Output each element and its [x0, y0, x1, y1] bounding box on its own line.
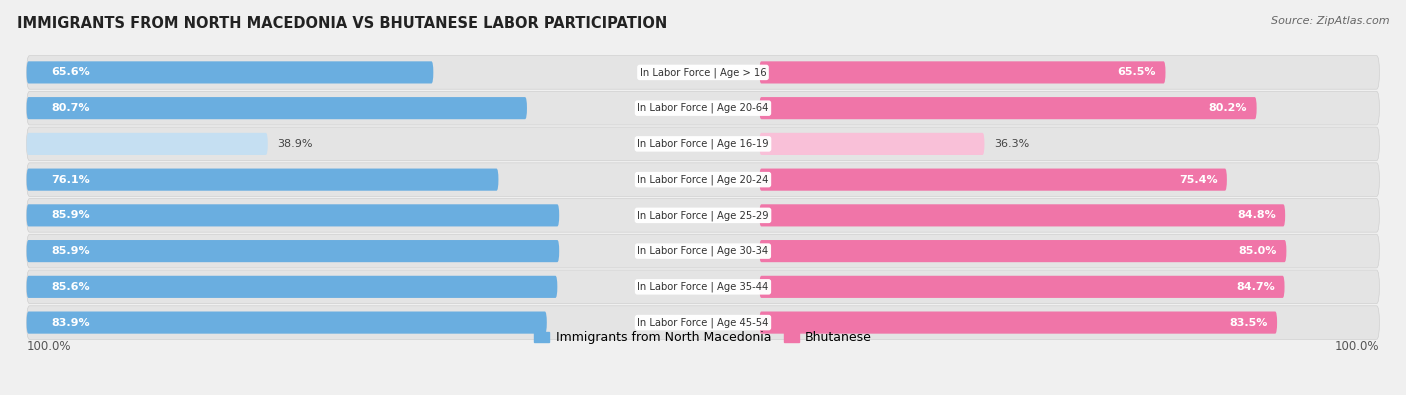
FancyBboxPatch shape [759, 312, 1277, 334]
FancyBboxPatch shape [759, 276, 1285, 298]
FancyBboxPatch shape [27, 169, 499, 191]
Text: 100.0%: 100.0% [1334, 340, 1379, 354]
Text: 84.8%: 84.8% [1237, 211, 1275, 220]
Text: 36.3%: 36.3% [994, 139, 1029, 149]
FancyBboxPatch shape [27, 91, 1379, 125]
Text: Source: ZipAtlas.com: Source: ZipAtlas.com [1271, 16, 1389, 26]
Text: In Labor Force | Age 20-24: In Labor Force | Age 20-24 [637, 174, 769, 185]
FancyBboxPatch shape [759, 133, 984, 155]
FancyBboxPatch shape [27, 97, 527, 119]
Text: In Labor Force | Age 25-29: In Labor Force | Age 25-29 [637, 210, 769, 221]
Text: In Labor Force | Age 20-64: In Labor Force | Age 20-64 [637, 103, 769, 113]
Text: 85.9%: 85.9% [52, 246, 90, 256]
FancyBboxPatch shape [27, 127, 1379, 161]
Text: 85.0%: 85.0% [1239, 246, 1277, 256]
Text: In Labor Force | Age 35-44: In Labor Force | Age 35-44 [637, 282, 769, 292]
FancyBboxPatch shape [27, 312, 547, 334]
FancyBboxPatch shape [27, 240, 560, 262]
Text: In Labor Force | Age > 16: In Labor Force | Age > 16 [640, 67, 766, 78]
Text: IMMIGRANTS FROM NORTH MACEDONIA VS BHUTANESE LABOR PARTICIPATION: IMMIGRANTS FROM NORTH MACEDONIA VS BHUTA… [17, 16, 666, 31]
FancyBboxPatch shape [27, 163, 1379, 196]
FancyBboxPatch shape [27, 204, 560, 226]
Text: In Labor Force | Age 45-54: In Labor Force | Age 45-54 [637, 317, 769, 328]
Text: 85.6%: 85.6% [52, 282, 90, 292]
FancyBboxPatch shape [27, 276, 557, 298]
FancyBboxPatch shape [27, 270, 1379, 304]
Text: 80.2%: 80.2% [1209, 103, 1247, 113]
FancyBboxPatch shape [759, 204, 1285, 226]
Legend: Immigrants from North Macedonia, Bhutanese: Immigrants from North Macedonia, Bhutane… [534, 331, 872, 344]
Text: 80.7%: 80.7% [52, 103, 90, 113]
FancyBboxPatch shape [27, 234, 1379, 268]
FancyBboxPatch shape [759, 61, 1166, 83]
FancyBboxPatch shape [27, 56, 1379, 89]
Text: 84.7%: 84.7% [1236, 282, 1275, 292]
Text: 100.0%: 100.0% [27, 340, 72, 354]
Text: 65.6%: 65.6% [52, 68, 90, 77]
FancyBboxPatch shape [27, 61, 433, 83]
Text: 75.4%: 75.4% [1178, 175, 1218, 184]
Text: 85.9%: 85.9% [52, 211, 90, 220]
Text: 83.5%: 83.5% [1229, 318, 1268, 327]
FancyBboxPatch shape [759, 169, 1227, 191]
Text: 65.5%: 65.5% [1118, 68, 1156, 77]
Text: 83.9%: 83.9% [52, 318, 90, 327]
Text: 76.1%: 76.1% [52, 175, 90, 184]
FancyBboxPatch shape [27, 306, 1379, 339]
FancyBboxPatch shape [759, 97, 1257, 119]
FancyBboxPatch shape [27, 133, 267, 155]
Text: In Labor Force | Age 16-19: In Labor Force | Age 16-19 [637, 139, 769, 149]
Text: In Labor Force | Age 30-34: In Labor Force | Age 30-34 [637, 246, 769, 256]
Text: 38.9%: 38.9% [277, 139, 312, 149]
FancyBboxPatch shape [27, 199, 1379, 232]
FancyBboxPatch shape [759, 240, 1286, 262]
